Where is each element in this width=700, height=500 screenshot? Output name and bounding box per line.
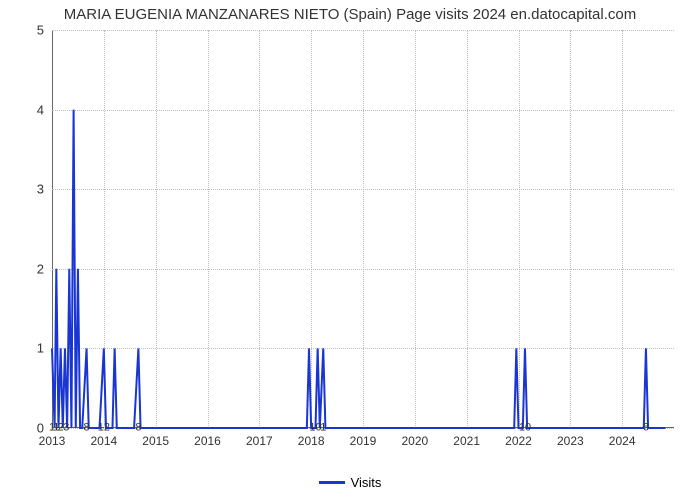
x-tick-label: 2021 [453, 428, 480, 448]
chart-title: MARIA EUGENIA MANZANARES NIETO (Spain) P… [0, 6, 700, 23]
data-value-label: 8 [135, 423, 141, 426]
data-value-label: 6 [643, 423, 649, 426]
data-value-label: 12 [98, 423, 110, 426]
x-tick-label: 2015 [142, 428, 169, 448]
x-tick-label: 2017 [246, 428, 273, 448]
y-tick-label: 3 [37, 182, 52, 197]
x-tick-label: 2016 [194, 428, 221, 448]
x-tick-label: 2023 [557, 428, 584, 448]
line-series [52, 30, 674, 428]
legend-swatch [319, 481, 345, 484]
y-tick-label: 2 [37, 261, 52, 276]
plot-area: 0123452013201420152016201720182019202020… [52, 30, 674, 428]
y-tick-label: 1 [37, 341, 52, 356]
chart-container: MARIA EUGENIA MANZANARES NIETO (Spain) P… [0, 0, 700, 500]
data-value-label: 1 [320, 423, 326, 426]
data-value-label: 3 [63, 423, 69, 426]
y-tick-label: 5 [37, 23, 52, 38]
legend-label: Visits [351, 475, 382, 490]
x-tick-label: 2019 [350, 428, 377, 448]
legend: Visits [0, 472, 700, 490]
x-tick-label: 2020 [401, 428, 428, 448]
x-tick-label: 2024 [609, 428, 636, 448]
data-value-label: 10 [519, 423, 531, 426]
y-tick-label: 4 [37, 102, 52, 117]
legend-item: Visits [319, 475, 382, 490]
data-value-label: 8 [83, 423, 89, 426]
